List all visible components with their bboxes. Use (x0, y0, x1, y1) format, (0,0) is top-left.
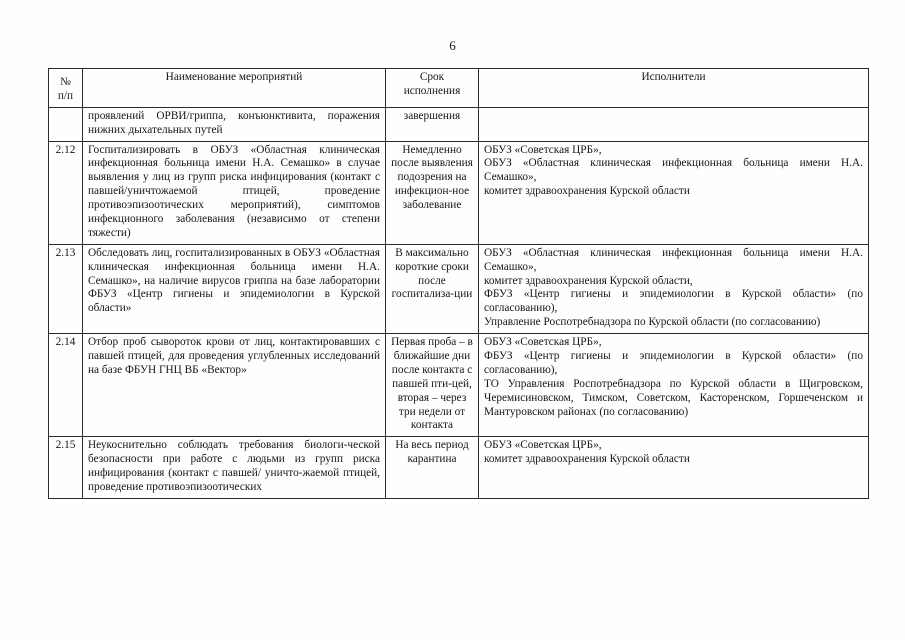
column-header-number: № п/п (48, 68, 83, 108)
column-header-name: Наименование мероприятий (82, 68, 386, 108)
cell-row-number: 2.15 (48, 436, 83, 499)
table-header: № п/п Наименование мероприятий Срок испо… (48, 68, 869, 108)
cell-executors: ОБУЗ «Областная клиническая инфекционная… (478, 243, 869, 335)
executor-line: ОБУЗ «Областная клиническая инфекционная… (484, 157, 863, 184)
cell-executors: ОБУЗ «Советская ЦРБ», ОБУЗ «Областная кли… (478, 140, 869, 245)
column-header-term: Срок исполнения (385, 68, 479, 108)
cell-row-number: 2.13 (48, 243, 83, 335)
cell-row-number: 2.14 (48, 333, 83, 438)
cell-execution-term: завершения (385, 106, 479, 142)
cell-execution-term: Первая проба – в ближайшие дни после кон… (385, 333, 479, 438)
executor-line: ОБУЗ «Областная клиническая инфекционная… (484, 246, 863, 273)
column-header-executors: Исполнители (478, 68, 869, 108)
table-row: 2.14 Отбор проб сывороток крови от лиц, к… (48, 333, 869, 438)
executor-line: комитет здравоохранения Курской области, (484, 274, 693, 287)
cell-executors: ОБУЗ «Советская ЦРБ», комитет здравоохран… (478, 436, 869, 499)
cell-executors: ОБУЗ «Советская ЦРБ», ФБУЗ «Центр гигиены… (478, 333, 869, 438)
cell-row-number (48, 106, 83, 142)
measures-table: № п/п Наименование мероприятий Срок испо… (48, 68, 869, 499)
table-row: 2.12 Госпитализировать в ОБУЗ «Областная … (48, 140, 869, 245)
table-body: проявлений ОРВИ/гриппа, конъюнктивита, п… (48, 106, 869, 499)
table-row: 2.15 Неукоснительно соблюдать требования … (48, 436, 869, 499)
executor-line: ОБУЗ «Советская ЦРБ», (484, 439, 602, 452)
executor-line: ФБУЗ «Центр гигиены и эпидемиологии в Ку… (484, 288, 863, 315)
cell-measure-name: проявлений ОРВИ/гриппа, конъюнктивита, п… (82, 106, 386, 142)
executor-line: ОБУЗ «Советская ЦРБ», (484, 143, 602, 156)
executor-line: ОБУЗ «Советская ЦРБ», (484, 336, 602, 349)
cell-measure-name: Госпитализировать в ОБУЗ «Областная клин… (82, 140, 386, 245)
cell-executors (478, 106, 869, 142)
measures-table-container: № п/п Наименование мероприятий Срок испо… (48, 68, 869, 499)
executor-line: ФБУЗ «Центр гигиены и эпидемиологии в Ку… (484, 350, 863, 376)
executor-line: Управление Роспотребнадзора по Курской о… (484, 316, 821, 329)
cell-execution-term: В максимально короткие сроки после госпи… (385, 243, 479, 335)
cell-execution-term: На весь период карантина (385, 436, 479, 499)
executor-line: комитет здравоохранения Курской области (484, 453, 690, 466)
column-header-number-line2: п/п (57, 89, 74, 102)
column-header-number-line1: № (60, 76, 71, 88)
page-number: 6 (449, 38, 456, 53)
table-row: проявлений ОРВИ/гриппа, конъюнктивита, п… (48, 106, 869, 142)
executor-line: комитет здравоохранения Курской области (484, 185, 690, 198)
column-header-term-line2: исполнения (403, 84, 461, 97)
cell-row-number: 2.12 (48, 140, 83, 245)
executor-line: ТО Управления Роспотребнадзора по Курско… (484, 377, 863, 418)
cell-execution-term: Немедленно после выявления подозрения на… (385, 140, 479, 245)
table-row: 2.13 Обследовать лиц, госпитализированных… (48, 243, 869, 335)
cell-measure-name: Отбор проб сывороток крови от лиц, конта… (82, 333, 386, 438)
table-header-row: № п/п Наименование мероприятий Срок испо… (48, 68, 869, 108)
cell-measure-name: Обследовать лиц, госпитализированных в О… (82, 243, 386, 335)
column-header-term-line1: Срок (419, 71, 445, 83)
cell-measure-name: Неукоснительно соблюдать требования биол… (82, 436, 386, 499)
